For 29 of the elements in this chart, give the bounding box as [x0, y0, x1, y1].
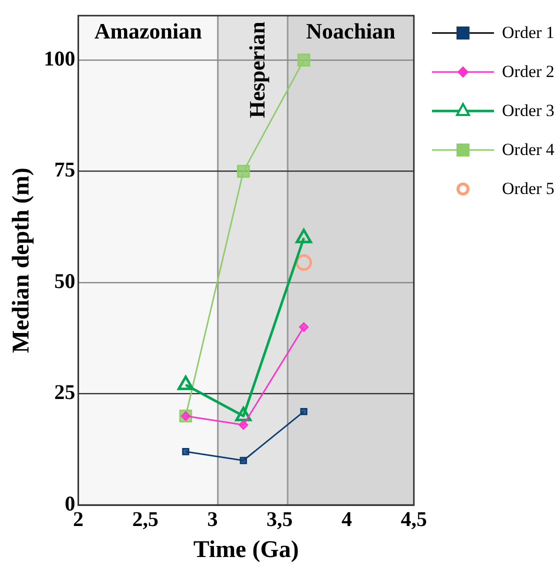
x-tick-label: 2,5 — [132, 507, 159, 532]
point — [238, 420, 248, 430]
legend-label: Order 1 — [502, 23, 554, 43]
x-tick-label: 3,5 — [266, 507, 293, 532]
x-axis-title: Time (Ga) — [193, 536, 299, 563]
band-label: Hesperian — [244, 22, 270, 118]
x-tick-label: 2 — [73, 507, 84, 532]
point — [296, 254, 312, 271]
y-axis-title: Median depth (m) — [8, 168, 35, 353]
x-tick-label: 4,5 — [400, 507, 427, 532]
y-tick-label: 75 — [54, 158, 76, 182]
x-tick-label: 4 — [342, 507, 353, 532]
band-label: Noachian — [306, 18, 396, 44]
point — [240, 456, 247, 464]
point — [182, 448, 190, 456]
y-tick-label: 50 — [54, 268, 76, 293]
legend-label: Order 3 — [502, 101, 554, 121]
y-tick-label: 25 — [54, 380, 76, 404]
point — [299, 322, 309, 332]
point — [300, 408, 308, 416]
point — [297, 54, 310, 66]
band-label: Amazonian — [94, 18, 202, 44]
point — [236, 164, 250, 178]
legend-label: Order 2 — [502, 62, 554, 82]
y-tick-label: 0 — [64, 491, 76, 516]
y-tick-label: 100 — [44, 46, 76, 71]
x-tick-label: 3 — [207, 507, 218, 532]
legend-label: Order 4 — [502, 140, 554, 160]
legend-label: Order 5 — [502, 179, 554, 199]
